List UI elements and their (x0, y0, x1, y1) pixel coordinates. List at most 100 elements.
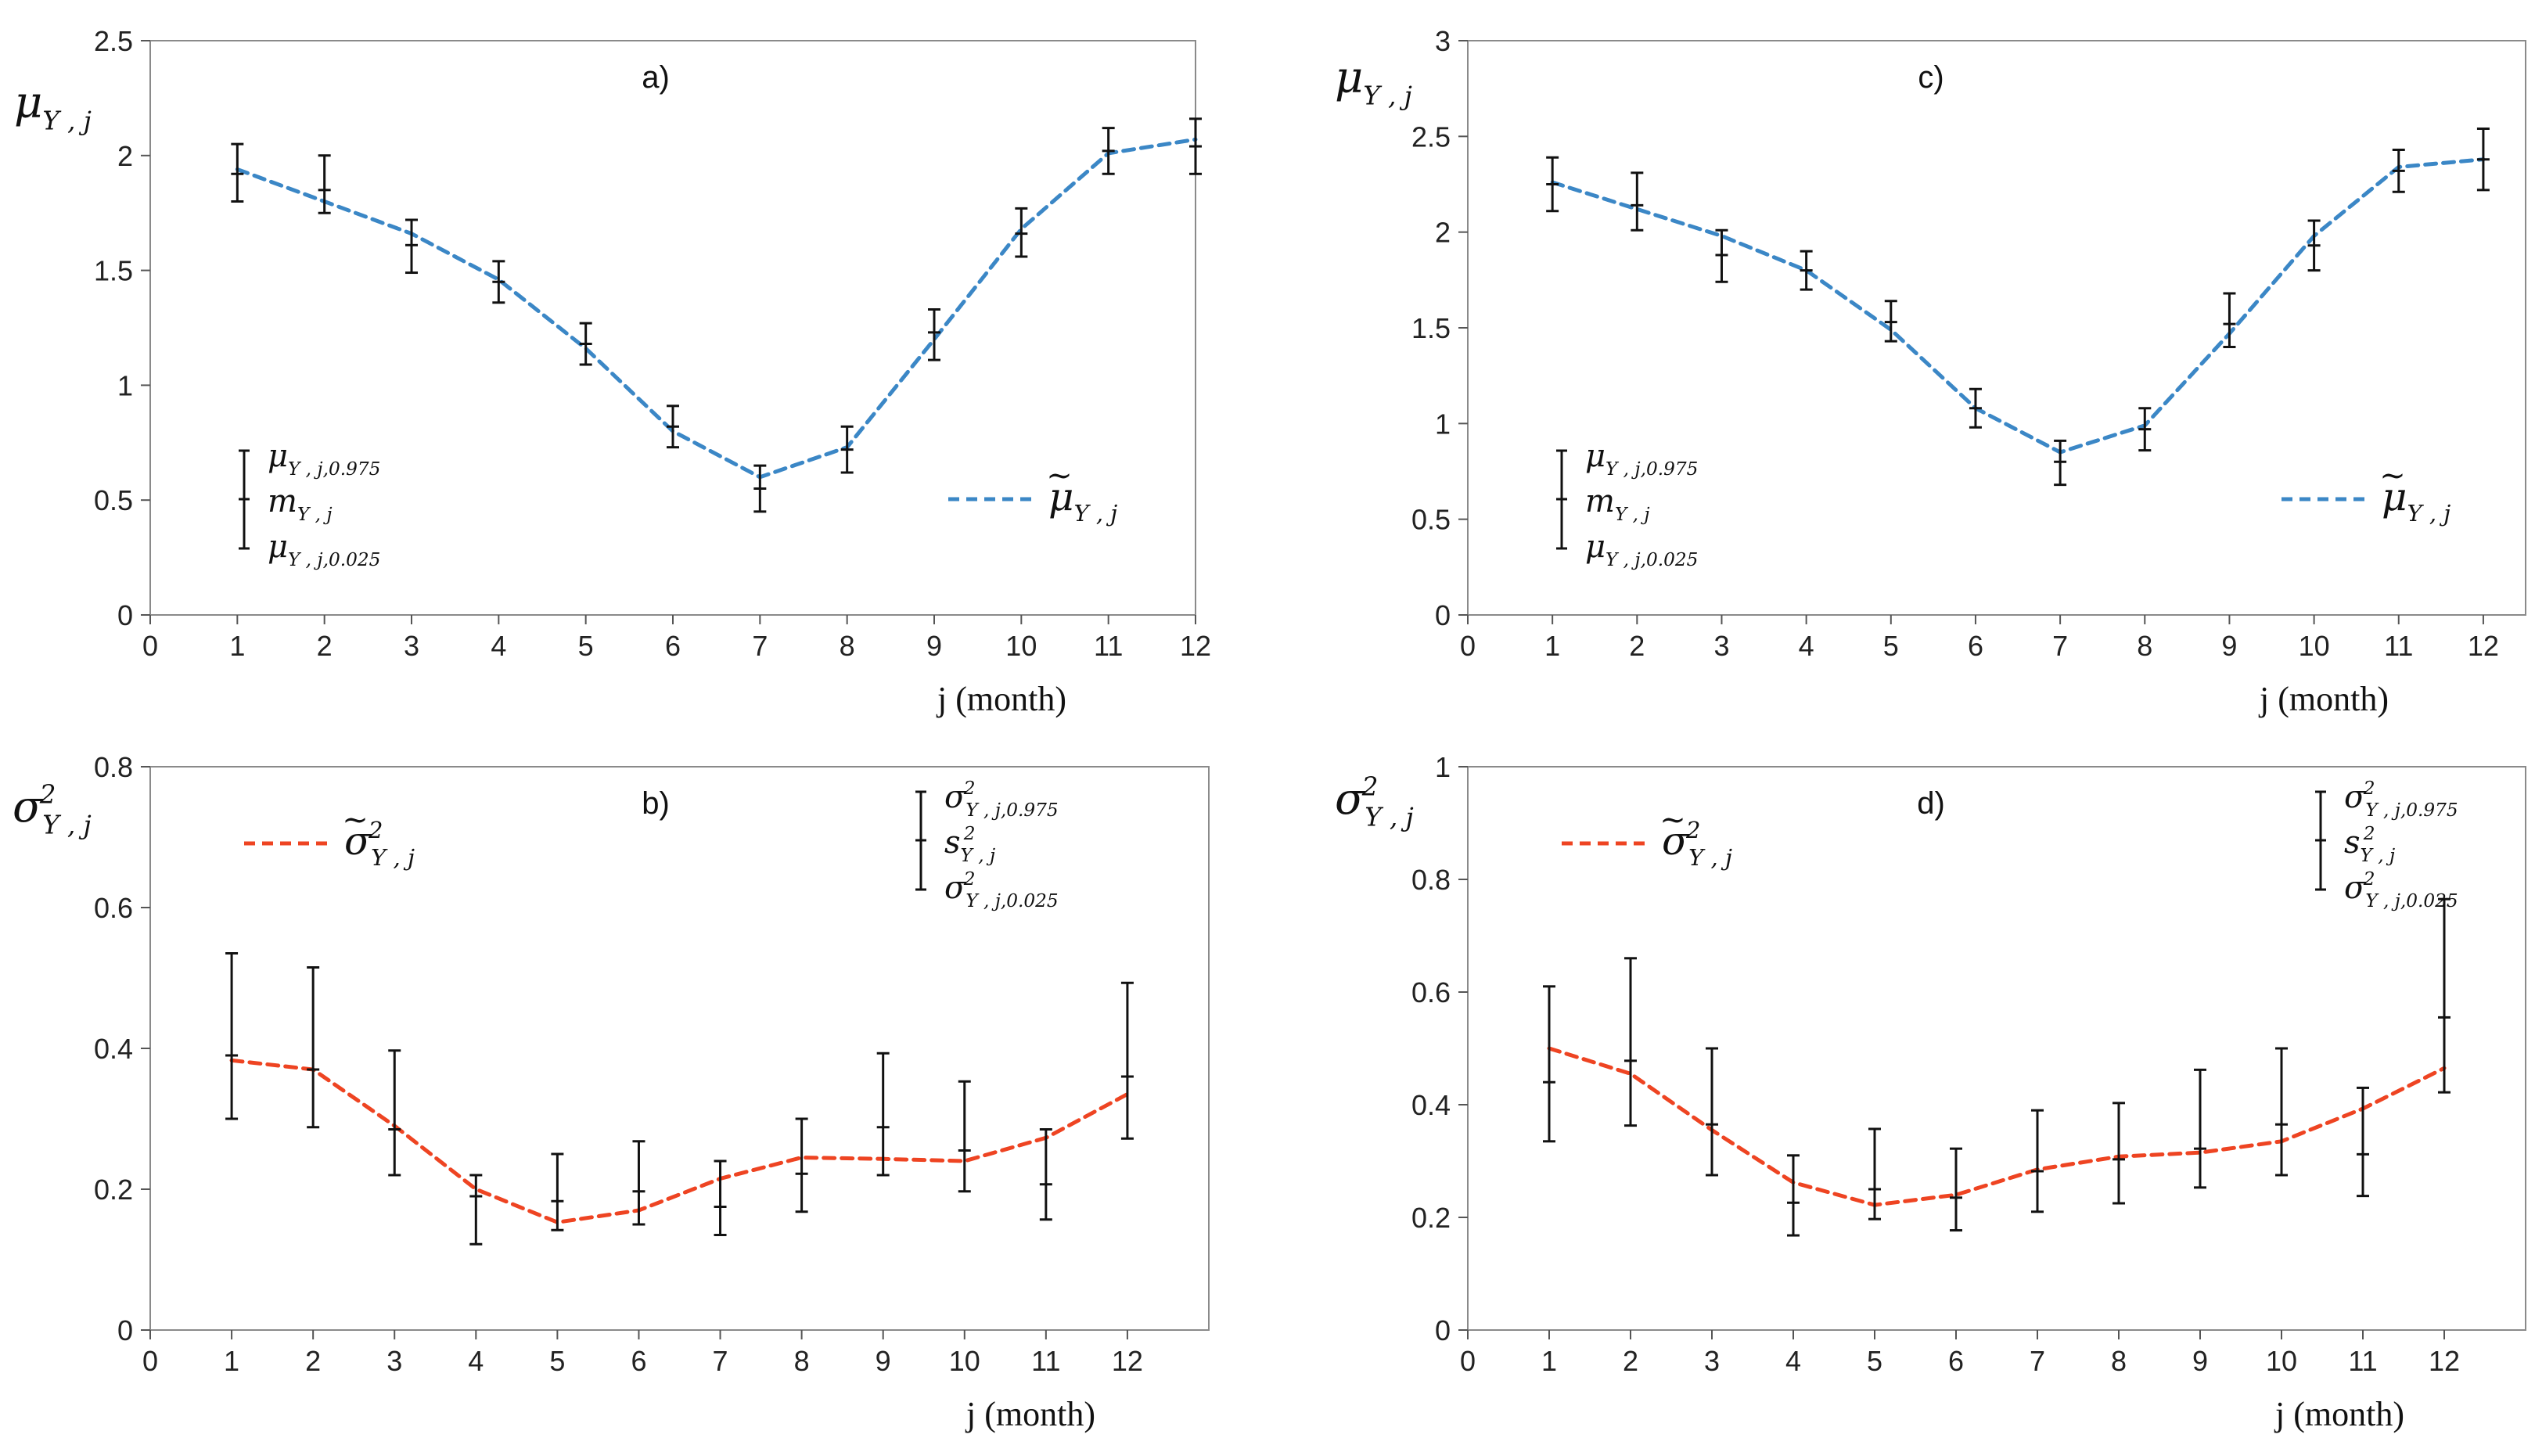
y-tick-label: 1 (117, 369, 133, 401)
x-tick-label: 5 (1883, 630, 1899, 662)
legend-line-label-tilde: ~ (1046, 458, 1073, 494)
x-tick-label: 0 (142, 1345, 158, 1377)
y-axis-label: μY , j (14, 77, 92, 136)
error-bar (1787, 1154, 1800, 1237)
legend-lower-label-superscript: 2 (2363, 868, 2375, 890)
legend-line: μY , j~ (948, 458, 1117, 527)
estimate-line (235, 137, 1198, 480)
legend-upper-label-symbol: σ (2344, 779, 2367, 815)
legend-line-label-text: σY , j (1662, 818, 1732, 871)
legend-mid-label-text: mY , j (268, 484, 333, 525)
error-bar (753, 464, 767, 513)
legend-lower-label-subscript: Y , j,0.025 (2365, 890, 2458, 911)
error-bar (2112, 1102, 2125, 1205)
x-tick-label: 9 (926, 630, 942, 662)
error-bar (469, 1174, 483, 1246)
legend-mid-label-superscript: 2 (2363, 823, 2375, 844)
y-axis-label: σY , j2 (1335, 771, 1414, 832)
y-axis-label-subscript: Y , j (42, 811, 91, 840)
error-bar (958, 1080, 971, 1193)
legend-line-label: σY , j~ 2 (342, 802, 415, 871)
y-tick-label: 0.4 (94, 1033, 133, 1065)
legend-line-label-subscript: Y , j (2407, 500, 2451, 527)
legend-line-label-symbol: μ (2382, 474, 2407, 519)
error-bar (1624, 957, 1637, 1127)
x-tick-label: 9 (2192, 1345, 2208, 1377)
y-tick-label: 1 (1435, 408, 1451, 440)
x-tick-label: 2 (1629, 630, 1645, 662)
error-bar (1546, 156, 1559, 213)
y-tick-label: 0 (117, 1314, 133, 1346)
y-tick-label: 0 (117, 599, 133, 631)
legend-mid-label: mY , j (268, 484, 333, 525)
panel-label: d) (1917, 786, 1945, 821)
legend-line-label-tilde: ~ (2379, 458, 2406, 494)
panel-label: c) (1918, 60, 1944, 95)
error-bar (928, 308, 940, 361)
x-tick-label: 11 (1094, 630, 1123, 662)
error-bar (2476, 128, 2490, 192)
error-bar (579, 322, 592, 366)
y-axis-label: μY , j (1335, 52, 1412, 111)
x-tick-label: 12 (1112, 1345, 1143, 1377)
x-tick-label: 11 (1031, 1345, 1060, 1377)
legend-upper-label-superscript: 2 (2363, 778, 2375, 799)
x-tick-label: 6 (1948, 1345, 1964, 1377)
legend-line-label-subscript: Y , j (1688, 844, 1732, 871)
legend-upper-label: μY , j,0.975 (1585, 438, 1698, 480)
x-tick-label: 1 (1544, 630, 1560, 662)
legend-lower-label-text: σY , j,0.025 (944, 870, 1059, 911)
x-tick-label: 5 (549, 1345, 565, 1377)
error-bar (2054, 439, 2067, 487)
legend-upper-label-subscript: Y , j,0.975 (1606, 458, 1698, 480)
legend-upper-label-subscript: Y , j,0.975 (288, 458, 380, 480)
y-tick-label: 0.5 (94, 484, 133, 516)
panel-label: a) (642, 60, 670, 95)
legend-line-label-text: σY , j (344, 818, 415, 871)
x-tick-label: 7 (2052, 630, 2068, 662)
x-tick-label: 8 (794, 1345, 810, 1377)
x-tick-label: 7 (713, 1345, 728, 1377)
x-tick-label: 1 (224, 1345, 239, 1377)
legend-line-label-subscript: Y , j (1074, 500, 1118, 527)
error-bar (1543, 985, 1555, 1143)
plot-frame (149, 766, 1210, 1331)
legend-upper-label-superscript: 2 (963, 778, 976, 799)
error-bar (1039, 1128, 1052, 1221)
x-tick-label: 3 (1704, 1345, 1720, 1377)
x-tick-label: 6 (1968, 630, 1983, 662)
error-bar (840, 425, 854, 474)
legend-upper-label-symbol: σ (944, 779, 967, 815)
y-tick-label: 0 (1435, 599, 1451, 631)
legend-line-label-symbol: μ (1048, 474, 1074, 519)
y-axis-label-text: σY , j (13, 782, 92, 840)
legend-lower-label-symbol: σ (2344, 870, 2367, 906)
y-axis-label-superscript: 2 (1361, 771, 1379, 801)
error-bar (632, 1140, 645, 1226)
x-axis-label: j (month) (2258, 680, 2389, 718)
x-tick-label: 2 (317, 630, 333, 662)
panel-label: b) (642, 786, 670, 821)
error-bar (876, 1052, 890, 1177)
y-tick-label: 0.2 (1411, 1202, 1451, 1234)
legend-line-label: μY , j~ (1046, 458, 1117, 527)
error-bar (2138, 407, 2152, 452)
legend-lower-label-subscript: Y , j,0.025 (965, 890, 1058, 911)
error-bar (1884, 300, 1897, 343)
x-tick-label: 8 (840, 630, 855, 662)
error-bar (1950, 1147, 1962, 1232)
error-bar (1189, 117, 1202, 175)
error-bar (1800, 250, 1813, 291)
x-tick-label: 1 (1541, 1345, 1557, 1377)
x-tick-label: 7 (752, 630, 768, 662)
y-axis-label-symbol: σ (13, 782, 44, 832)
y-tick-label: 0.6 (94, 892, 133, 924)
legend-mid-label-subscript: Y , j (2361, 845, 2396, 866)
legend-upper-label: μY , j,0.975 (268, 438, 380, 480)
legend-line-label-tilde: ~ (342, 802, 369, 838)
x-tick-label: 7 (2030, 1345, 2045, 1377)
y-tick-label: 0.8 (1411, 864, 1451, 896)
legend-line-label-symbol: σ (1662, 818, 1690, 864)
y-tick-label: 0.8 (94, 751, 133, 783)
